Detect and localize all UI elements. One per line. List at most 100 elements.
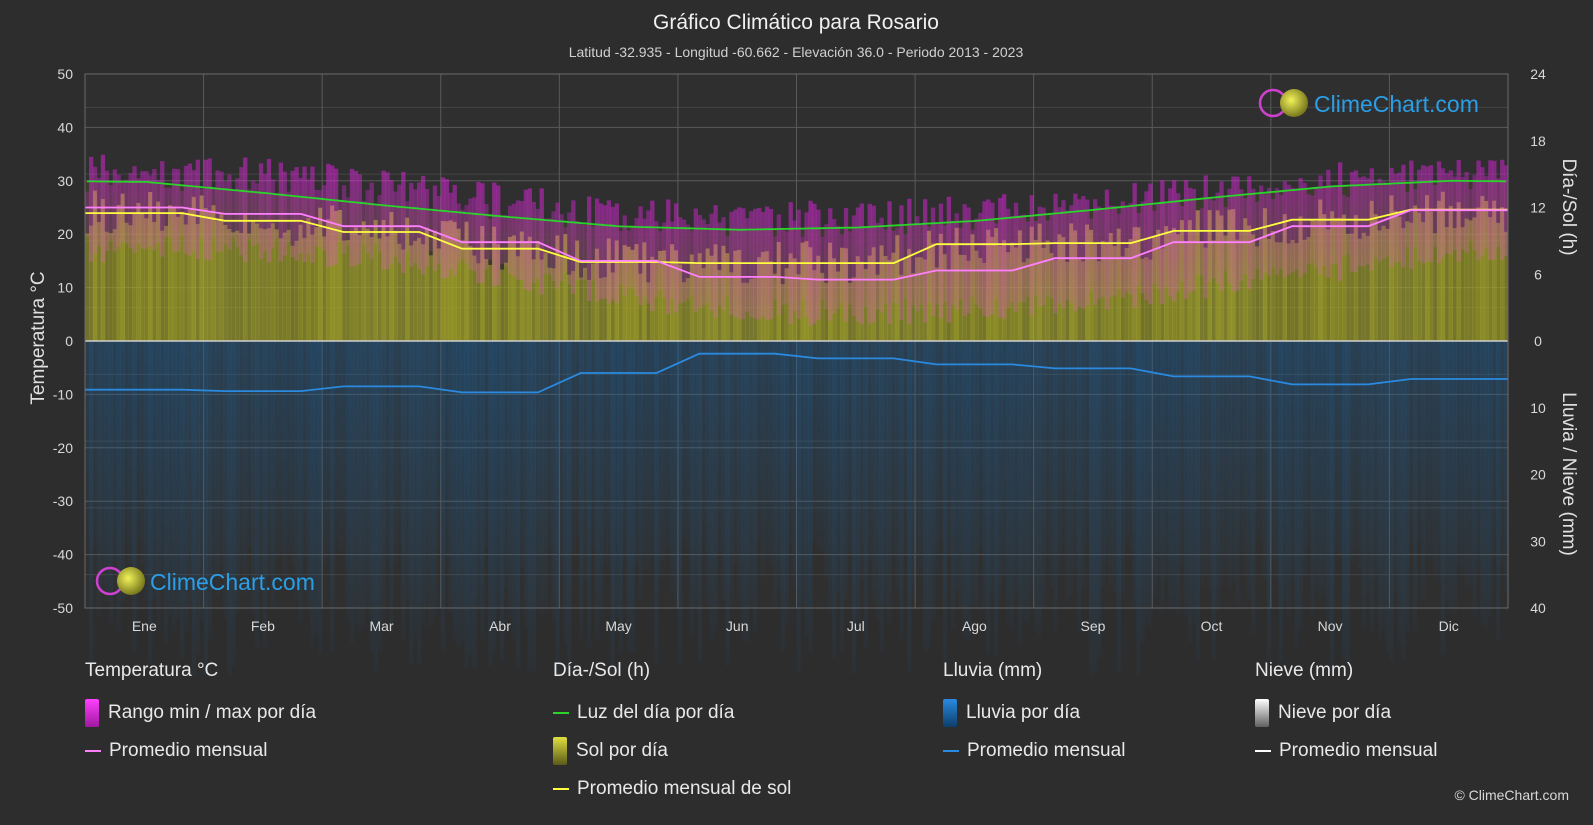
- temp-range-bar: [915, 216, 920, 312]
- temp-range-bar: [1306, 194, 1311, 264]
- rain-bar: [492, 341, 497, 655]
- sunshine-bar: [1298, 216, 1303, 341]
- temp-range-bar: [1061, 200, 1066, 308]
- sunshine-bar: [1274, 242, 1280, 341]
- rain-bar: [239, 341, 244, 571]
- sunshine-bar: [780, 284, 785, 341]
- temp-range-bar: [1223, 207, 1228, 272]
- rain-bar: [606, 341, 612, 570]
- rain-bar: [1476, 341, 1481, 569]
- temp-range-bar: [235, 178, 240, 248]
- temp-range-bar: [717, 222, 722, 306]
- sunshine-bar: [306, 218, 311, 341]
- temp-range-bar: [527, 188, 532, 292]
- temp-range-bar: [373, 203, 378, 245]
- right-tick-label: 10: [1530, 400, 1546, 416]
- logo-top[interactable]: ClimeChart.com: [1258, 88, 1479, 118]
- temp-range-bar: [148, 175, 153, 246]
- rain-bar: [156, 341, 161, 628]
- temp-range-bar: [579, 223, 584, 280]
- rain-bar: [496, 341, 501, 608]
- rain-bar: [266, 341, 272, 578]
- rain-bar: [749, 341, 754, 609]
- rain-bar: [946, 341, 951, 558]
- rain-bar: [780, 341, 785, 653]
- temp-range-bar: [353, 170, 359, 266]
- legend-rain: Lluvia (mm) Lluvia por día Promedio mens…: [943, 660, 1125, 770]
- rain-bar: [1164, 341, 1169, 578]
- temp-range-bar: [1298, 178, 1303, 278]
- sunshine-bar: [480, 226, 485, 341]
- temp-range-bar: [1093, 199, 1098, 305]
- rain-bar: [85, 341, 90, 539]
- rain-bar: [1061, 341, 1066, 547]
- logo-text: ClimeChart.com: [1314, 91, 1479, 117]
- rain-bar: [1049, 341, 1054, 588]
- sunshine-bar: [223, 224, 228, 341]
- temp-range-bar: [1172, 180, 1177, 302]
- temp-range-bar: [986, 199, 991, 318]
- temp-range-bar: [211, 189, 216, 239]
- legend-item: Nieve por día: [1255, 694, 1437, 732]
- sunshine-bar: [1065, 261, 1070, 341]
- temp-range-bar: [1077, 199, 1082, 307]
- rain-bar: [851, 341, 857, 674]
- temp-range-bar: [1203, 175, 1208, 299]
- rain-bar: [175, 341, 181, 620]
- rain-bar: [1033, 341, 1038, 632]
- rain-bar: [583, 341, 588, 582]
- rain-bar: [1010, 341, 1015, 630]
- sunshine-bar: [1484, 201, 1489, 341]
- legend-label: Luz del día por día: [577, 702, 735, 723]
- sunshine-bar: [1504, 231, 1509, 341]
- temp-range-bar: [1259, 185, 1264, 280]
- temp-range-bar: [393, 191, 398, 257]
- legend-item: Luz del día por día: [553, 694, 791, 732]
- rain-bar: [243, 341, 248, 595]
- rain-bar: [1045, 341, 1050, 555]
- legend-label: Promedio mensual de sol: [577, 778, 792, 799]
- sunshine-bar: [602, 277, 608, 341]
- month-label: Ago: [962, 618, 987, 634]
- sunshine-bar: [1361, 232, 1366, 341]
- rain-bar: [472, 341, 477, 670]
- rain-bar: [1187, 341, 1193, 643]
- logo-bottom[interactable]: ClimeChart.com: [95, 566, 315, 596]
- temp-range-bar: [1432, 185, 1438, 248]
- temp-range-bar: [120, 182, 125, 243]
- sunshine-bar: [353, 227, 359, 341]
- legend-title: Temperatura °C: [85, 660, 219, 681]
- rain-bar: [286, 341, 291, 555]
- rain-bar: [452, 341, 457, 641]
- temp-range-bar: [1468, 189, 1473, 241]
- right-tick-label: 0: [1534, 333, 1542, 349]
- sunshine-bar: [598, 278, 604, 341]
- sunshine-bar: [1373, 214, 1378, 341]
- rain-bar: [132, 341, 137, 653]
- left-tick-label: -30: [53, 493, 73, 509]
- rain-bar: [1464, 341, 1469, 587]
- temp-range-bar: [1349, 172, 1355, 272]
- temp-range-bar: [760, 211, 766, 317]
- sunshine-bar: [1472, 217, 1477, 341]
- temp-range-bar: [962, 204, 967, 316]
- sunshine-swatch: [553, 737, 567, 765]
- sunshine-bar: [136, 202, 141, 341]
- rain-bar: [1231, 341, 1236, 583]
- rain-bar: [1452, 341, 1457, 615]
- temp-range-bar: [1029, 195, 1034, 316]
- temp-range-bar: [397, 184, 402, 263]
- sunshine-bar: [389, 212, 394, 341]
- sunshine-bar: [203, 208, 208, 341]
- sunshine-bar: [1381, 225, 1386, 341]
- rain-bar: [179, 341, 185, 659]
- rain-bar: [1104, 341, 1110, 565]
- rain-bar: [294, 341, 299, 601]
- temp-range-bar: [100, 154, 106, 263]
- temp-range-bar: [468, 198, 473, 270]
- rain-bar: [587, 341, 592, 649]
- temp-range-bar: [998, 198, 1003, 317]
- rain-swatch: [943, 699, 957, 727]
- temp-range-bar: [85, 191, 90, 237]
- temp-range-bar: [460, 209, 465, 260]
